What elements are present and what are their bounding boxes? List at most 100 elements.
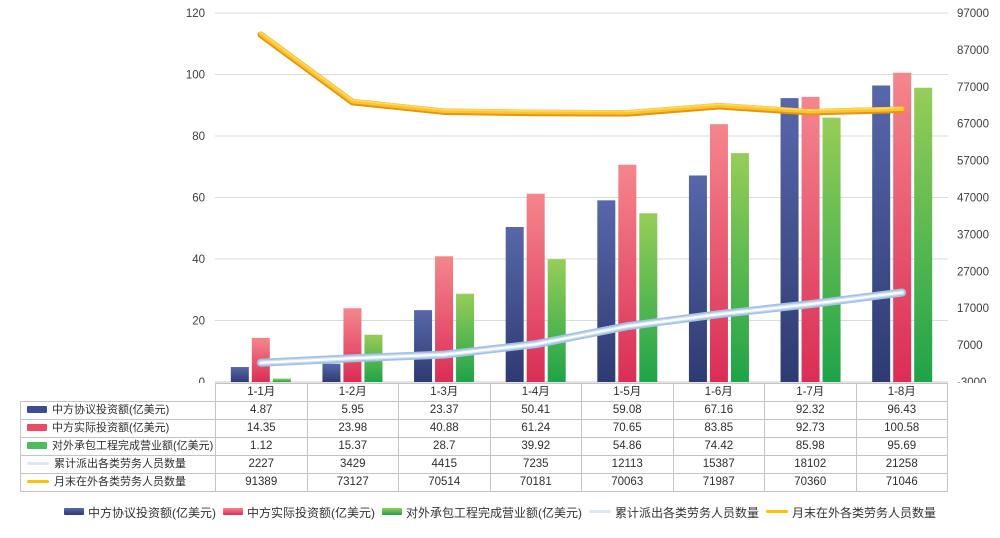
table-value-cell: 7235	[489, 455, 582, 474]
right-axis-tick-label: -3000	[957, 377, 986, 383]
right-axis-tick-label: 7000	[957, 340, 983, 352]
legend-item: 中方实际投资额(亿美元)	[222, 504, 375, 521]
series-name: 中方实际投资额(亿美元)	[52, 422, 170, 434]
table-row: 累计派出各类劳务人员数量 2227 3429 4415 7235 12113 15387 18…	[20, 455, 948, 474]
category-header: 1-8月	[855, 383, 948, 402]
table-value-cell: 1.12	[215, 437, 308, 456]
table-value-cell: 12113	[581, 455, 674, 474]
combo-chart-plot: 0 20 40 60 80 100 120 -3000 7000 17000 27000 37000 4…	[186, 8, 989, 383]
category-header: 1-1月	[215, 383, 308, 402]
table-value-cell: 15.37	[306, 437, 399, 456]
table-value-cell: 4.87	[215, 401, 308, 420]
category-header: 1-5月	[581, 383, 674, 402]
line-月末在外各类劳务人员数量	[260, 31, 903, 113]
right-axis-tick-label: 17000	[957, 303, 989, 315]
legend-key-icon	[588, 509, 611, 513]
table-row: 对外承包工程完成营业额(亿美元) 1.12 15.37 28.7 39.92 54.86 7…	[20, 437, 948, 456]
table-value-cell: 3429	[306, 455, 399, 474]
bar-中方实际投资额(亿美元)	[801, 96, 820, 382]
series-name: 月末在外各类劳务人员数量	[54, 476, 186, 488]
legend-item: 累计派出各类劳务人员数量	[588, 504, 759, 521]
legend-label: 累计派出各类劳务人员数量	[614, 505, 759, 520]
bar-中方协议投资额(亿美元)	[505, 226, 524, 382]
table-value-cell: 54.86	[581, 437, 674, 456]
legend-key-icon	[766, 509, 788, 513]
bar-中方实际投资额(亿美元)	[709, 124, 728, 382]
bar-对外承包工程完成营业额(亿美元)	[730, 153, 749, 382]
table-value-cell: 23.37	[398, 401, 491, 420]
table-value-cell: 70360	[764, 473, 857, 492]
legend-key-icon	[222, 507, 243, 515]
left-axis-tick-label: 80	[192, 131, 205, 143]
bar-对外承包工程完成营业额(亿美元)	[914, 87, 933, 383]
series-key-icon	[27, 423, 47, 431]
table-value-cell: 40.88	[398, 419, 491, 438]
table-value-cell: 59.08	[581, 401, 674, 420]
legend-item: 月末在外各类劳务人员数量	[766, 504, 936, 521]
right-axis-tick-label: 57000	[957, 156, 989, 168]
table-value-cell: 18102	[764, 455, 857, 474]
legend-label: 月末在外各类劳务人员数量	[792, 505, 937, 520]
legend-label: 中方实际投资额(亿美元)	[246, 505, 375, 520]
series-key-icon	[27, 441, 47, 449]
table-value-cell: 14.35	[215, 419, 308, 438]
chart-data-table: 1-1月 1-2月 1-3月 1-4月 1-5月 1-6月 1-7月 1-8月中方协议投资额(…	[20, 383, 948, 492]
right-axis-tick-label: 87000	[957, 45, 989, 57]
table-value-cell: 92.73	[764, 419, 857, 438]
left-axis-tick-label: 0	[199, 377, 205, 383]
table-row: 中方实际投资额(亿美元) 14.35 23.98 40.88 61.24 70.65 83.…	[20, 419, 948, 438]
table-value-cell: 95.69	[855, 437, 948, 456]
legend-key-icon	[381, 507, 402, 515]
table-value-cell: 23.98	[306, 419, 399, 438]
category-header: 1-3月	[398, 383, 491, 402]
table-value-cell: 91389	[215, 473, 308, 492]
table-value-cell: 71046	[855, 473, 948, 492]
left-axis-tick-label: 20	[192, 316, 205, 328]
left-axis-tick-label: 120	[186, 8, 205, 20]
table-value-cell: 70181	[489, 473, 582, 492]
table-value-cell: 71987	[672, 473, 765, 492]
right-axis-tick-label: 37000	[957, 229, 989, 241]
table-value-cell: 83.85	[672, 419, 765, 438]
chart-legend: 中方协议投资额(亿美元) 中方实际投资额(亿美元) 对外承包工程完成营业额(亿美元)…	[0, 502, 1000, 522]
category-header: 1-2月	[306, 383, 399, 402]
left-axis-tick-label: 40	[192, 254, 205, 266]
right-axis-tick-label: 67000	[957, 119, 989, 131]
series-key-icon	[27, 405, 47, 413]
bar-中方协议投资额(亿美元)	[230, 367, 249, 382]
table-value-cell: 96.43	[855, 401, 948, 420]
table-value-cell: 61.24	[489, 419, 582, 438]
legend-label: 对外承包工程完成营业额(亿美元)	[405, 505, 582, 520]
table-header-row: 1-1月 1-2月 1-3月 1-4月 1-5月 1-6月 1-7月 1-8月	[21, 383, 948, 402]
series-name: 累计派出各类劳务人员数量	[54, 458, 186, 470]
bar-中方协议投资额(亿美元)	[414, 310, 433, 382]
right-axis-tick-label: 47000	[957, 193, 989, 205]
bar-对外承包工程完成营业额(亿美元)	[272, 378, 291, 382]
bar-对外承包工程完成营业额(亿美元)	[822, 117, 841, 382]
table-value-cell: 4415	[398, 455, 491, 474]
bar-对外承包工程完成营业额(亿美元)	[639, 213, 658, 382]
right-axis-tick-label: 97000	[957, 8, 989, 20]
line-累计派出各类劳务人员数量	[259, 291, 904, 364]
category-header: 1-6月	[672, 383, 765, 402]
left-axis-tick-label: 60	[192, 193, 205, 205]
bar-中方协议投资额(亿美元)	[322, 363, 341, 382]
bar-中方实际投资额(亿美元)	[435, 256, 454, 382]
table-row: 中方协议投资额(亿美元) 4.87 5.95 23.37 50.41 59.08 67.16…	[20, 401, 948, 420]
bar-中方实际投资额(亿美元)	[526, 193, 545, 382]
legend-label: 中方协议投资额(亿美元)	[87, 505, 216, 520]
series-label-cell: 中方实际投资额(亿美元)	[20, 419, 216, 438]
table-row: 月末在外各类劳务人员数量 91389 73127 70514 70181 70063 719…	[20, 473, 948, 492]
legend-key-icon	[63, 507, 84, 515]
table-value-cell: 5.95	[306, 401, 399, 420]
table-value-cell: 2227	[215, 455, 308, 474]
table-value-cell: 100.58	[855, 419, 948, 438]
right-axis-tick-label: 77000	[957, 82, 989, 94]
series-name: 中方协议投资额(亿美元)	[52, 404, 170, 416]
series-key-icon	[27, 461, 49, 465]
category-header: 1-4月	[489, 383, 582, 402]
bar-中方实际投资额(亿美元)	[343, 308, 362, 382]
series-key-icon	[27, 479, 49, 483]
table-value-cell: 15387	[672, 455, 765, 474]
